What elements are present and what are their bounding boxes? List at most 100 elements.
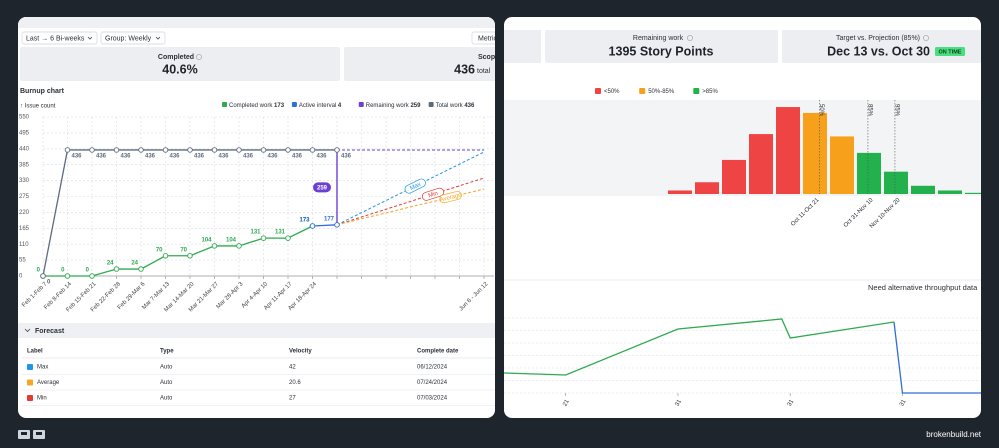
point: [309, 223, 316, 229]
point: [89, 147, 95, 153]
table-cell: Auto: [160, 396, 173, 402]
stat-label: Target vs. Projection (85%): [836, 35, 920, 42]
group-text: Group: Weekly: [105, 35, 152, 42]
panel-top: [18, 17, 495, 28]
chevron: [87, 36, 93, 40]
legend-entry: <50%: [604, 89, 620, 95]
data-label: 131: [250, 230, 261, 236]
y-tick-label: 550: [19, 115, 30, 121]
table-header: Complete date: [417, 349, 459, 355]
point: [260, 147, 267, 153]
bar: [857, 152, 881, 194]
chart-title: Need alternative throughput data: [868, 283, 978, 292]
legend-swatch: [291, 102, 297, 107]
info-icon: [923, 35, 929, 41]
chart-title: Burnup chart: [20, 88, 65, 95]
legend-swatch: [358, 102, 364, 107]
y-tick-label: 55: [19, 258, 26, 264]
row-swatch: [27, 379, 33, 386]
point: [285, 235, 291, 241]
stat-value: 40.6%: [162, 62, 197, 76]
data-label: 436: [243, 154, 254, 160]
data-label: 0: [61, 268, 65, 274]
data-label: 177: [324, 216, 335, 222]
data-label: 173: [299, 218, 310, 224]
table-cell: Min: [37, 396, 47, 402]
data-label: 436: [292, 154, 303, 160]
data-label: 104: [226, 238, 237, 244]
logo-mark: [36, 432, 42, 435]
forecast-label-text: Min: [428, 191, 439, 200]
legend-value: 259: [410, 103, 421, 109]
point: [334, 147, 340, 153]
forecast-label-bg: [404, 178, 426, 194]
data-label: 436: [341, 154, 352, 160]
table-cell: 06/12/2024: [417, 365, 448, 371]
legend-value: 173: [274, 103, 285, 109]
forecast-label: Min: [421, 187, 445, 201]
stat-card: [344, 47, 495, 81]
legend-swatch: [693, 88, 700, 94]
data-label: 70: [156, 247, 163, 253]
data-label: 436: [96, 154, 107, 160]
range-text: Last → 6 Bi-weeks: [26, 35, 85, 42]
legend-entry: >85%: [702, 89, 718, 95]
legend-swatch: [595, 88, 601, 94]
stat-label: Scop: [478, 54, 495, 61]
point: [187, 147, 193, 153]
percentile-label: 85%: [866, 104, 872, 117]
stat-label: Remaining work: [633, 35, 684, 42]
point: [40, 273, 46, 279]
row-swatch: [27, 364, 33, 370]
legend-value: 436: [464, 103, 475, 109]
stat-unit: total: [477, 68, 491, 75]
burnup-panel: Last → 6 Bi-weeks Group: Weekly Metric C…: [18, 17, 502, 418]
chevron: [155, 36, 161, 40]
point: [64, 147, 71, 153]
legend-entry: Active interval 4: [299, 103, 342, 109]
y-tick-label: 385: [19, 162, 30, 168]
projection-panel: Remaining work 1395 Story Points Target …: [504, 17, 981, 418]
bar: [884, 171, 908, 194]
data-label: 436: [145, 154, 156, 160]
legend-value: 4: [338, 103, 342, 109]
y-tick-label: 440: [19, 146, 30, 152]
percentile-label: 95%: [893, 104, 899, 117]
percentile-label: 50%: [818, 104, 824, 117]
point: [236, 243, 242, 249]
x-tick-label: 31: [899, 398, 908, 407]
y-tick-label: 330: [19, 178, 30, 184]
table-header: Velocity: [289, 349, 312, 355]
bar: [668, 190, 692, 194]
forecast-label: Max: [404, 178, 426, 194]
legend-entry: Remaining work 259: [366, 103, 421, 109]
data-label: 104: [201, 238, 212, 244]
forecast-label-bg: [421, 187, 445, 201]
throughput-line: [893, 321, 981, 394]
legend-name: Active interval: [299, 103, 336, 109]
bar: [749, 134, 773, 194]
y-tick-label: 0: [19, 274, 23, 280]
forecast-label: Average: [439, 191, 463, 204]
group-dropdown[interactable]: [100, 31, 166, 45]
data-label: 436: [194, 154, 205, 160]
data-label: 24: [131, 261, 138, 267]
forecast-line: [336, 177, 485, 226]
bar: [965, 192, 981, 194]
forecast-label-text: Average: [439, 192, 463, 203]
bar: [695, 182, 719, 194]
legend-swatch: [222, 102, 227, 107]
series-line: [312, 224, 338, 227]
metric-dropdown[interactable]: [471, 31, 502, 45]
table-cell: Auto: [160, 380, 173, 386]
forecast-header[interactable]: [18, 323, 495, 338]
range-dropdown[interactable]: [21, 31, 98, 45]
info-icon: [196, 54, 202, 60]
footer: brokenbuild.net: [926, 430, 981, 439]
legend-entry: Completed work 173: [229, 103, 285, 109]
y-tick-label: 110: [19, 242, 29, 248]
point: [309, 147, 316, 153]
stat-card: [20, 47, 340, 81]
data-label: 0: [86, 268, 90, 274]
